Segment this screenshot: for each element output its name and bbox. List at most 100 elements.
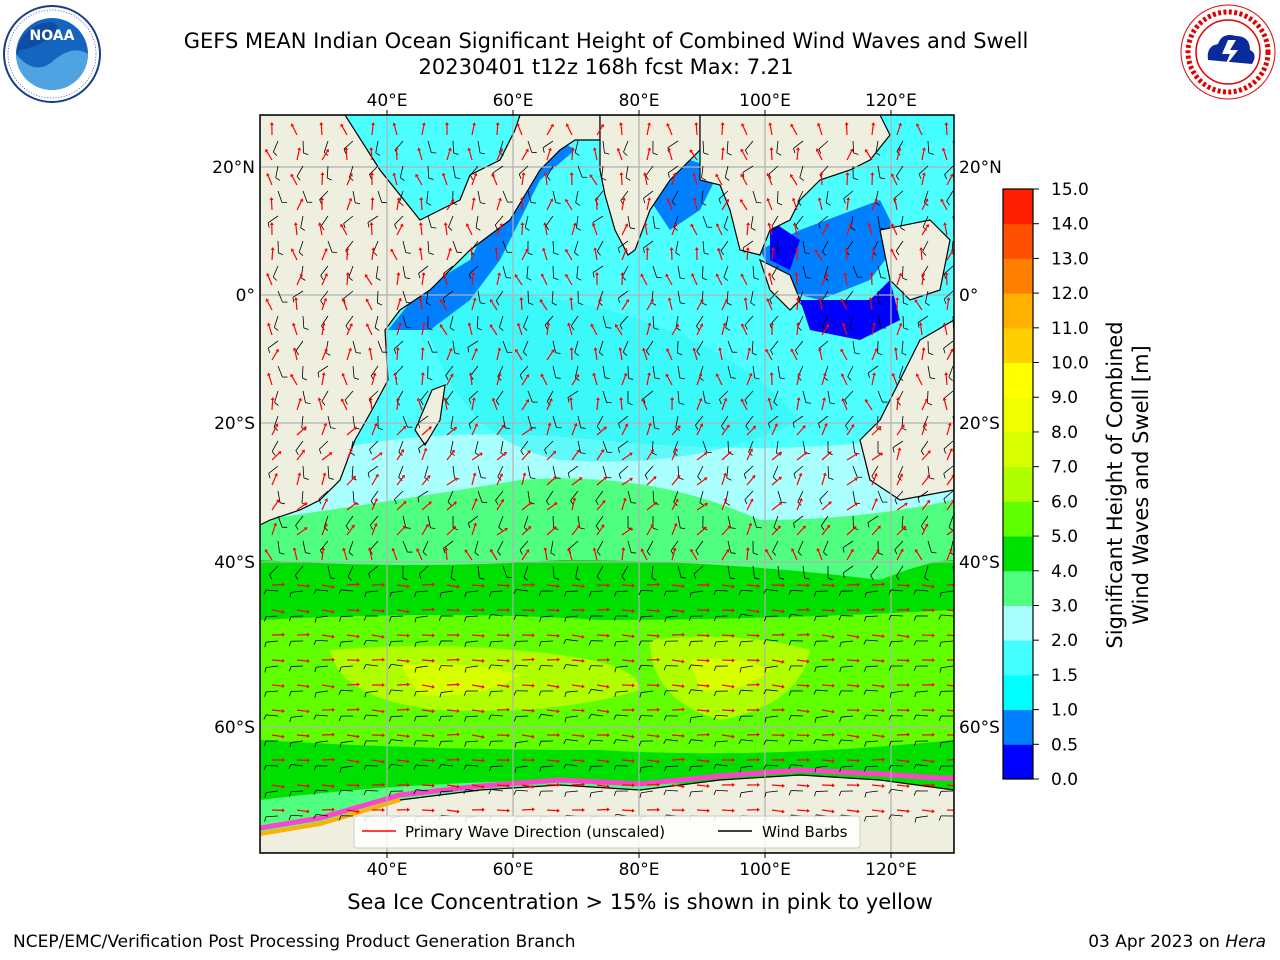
wave-arrow-head (864, 399, 869, 403)
wave-arrow-head (398, 322, 402, 327)
wave-direction-arrow (819, 350, 823, 361)
wave-arrow-head (656, 683, 660, 688)
wind-barb-flag (288, 616, 292, 622)
wave-direction-arrow (921, 175, 925, 186)
wave-arrow-head (789, 174, 794, 178)
wind-barb-flag (439, 592, 442, 598)
wave-direction-arrow (696, 709, 708, 712)
wave-arrow-head (299, 273, 303, 277)
wave-arrow-head (871, 247, 876, 251)
wind-barb-flag (805, 402, 812, 404)
wave-arrow-head (781, 733, 785, 738)
wind-barb-flag (288, 815, 292, 820)
wind-barb (369, 515, 379, 526)
wave-arrow-head (631, 683, 635, 688)
wind-barb (391, 689, 404, 692)
wind-barb-flag (651, 577, 657, 581)
wave-direction-arrow (767, 175, 773, 186)
wave-direction-arrow (471, 784, 482, 788)
wind-barb-flag (373, 251, 378, 256)
wind-barb-flag (713, 764, 717, 769)
wave-arrow-head (881, 684, 885, 689)
wave-direction-arrow (371, 199, 374, 211)
wind-barb-flag (679, 377, 685, 380)
wave-direction-arrow (896, 325, 902, 336)
wave-direction-arrow (946, 476, 954, 486)
wave-arrow-head (921, 147, 926, 151)
wind-barb-flag (651, 302, 657, 306)
wind-barb (266, 714, 279, 717)
wind-barb (474, 440, 479, 453)
wave-direction-arrow (721, 609, 733, 612)
wind-barb-flag (375, 277, 381, 281)
wind-barb (602, 315, 607, 328)
wind-barb (791, 613, 804, 617)
map-legend: Primary Wave Direction (unscaled) Wind B… (353, 815, 861, 849)
wind-barb (651, 565, 654, 578)
wave-arrow-head (728, 451, 732, 455)
wind-barb-flag (405, 252, 411, 254)
wind-barb-flag (863, 714, 867, 720)
wind-barb (266, 665, 279, 668)
wind-barb (627, 490, 632, 503)
wave-arrow-head (348, 347, 352, 352)
wind-barb-flag (574, 152, 580, 156)
wind-barb-flag (938, 815, 942, 821)
wind-barb-flag (895, 250, 900, 256)
wind-barb-flag (599, 352, 604, 356)
wave-arrow-head (692, 197, 697, 201)
wave-arrow-head (453, 501, 457, 506)
wave-direction-arrow (721, 809, 733, 812)
wave-direction-arrow (921, 759, 932, 763)
wave-direction-arrow (421, 809, 433, 812)
lat-tick-left: 60°S (214, 718, 255, 738)
wave-arrow-head (631, 759, 635, 763)
wind-barb-flag (327, 177, 332, 181)
wind-barb-flag (363, 640, 367, 646)
wave-arrow-head (290, 123, 295, 127)
wave-direction-arrow (371, 709, 382, 713)
wind-barb-flag (713, 616, 717, 622)
wind-barb-flag (313, 714, 317, 720)
wave-direction-arrow (718, 250, 723, 261)
wind-barb-flag (447, 501, 452, 506)
wave-direction-arrow (869, 300, 873, 311)
wind-barb-flag (879, 177, 886, 180)
wind-barb (877, 315, 882, 328)
wind-barb (841, 640, 854, 643)
wind-barb-flag (339, 767, 342, 773)
wind-barb (302, 190, 308, 203)
wave-arrow-head (581, 734, 585, 739)
wave-arrow-head (306, 584, 310, 589)
wind-barb (424, 465, 429, 478)
wind-barb-flag (652, 527, 658, 531)
wave-direction-arrow (892, 175, 898, 186)
wind-barb-flag (564, 791, 567, 798)
wind-barb (398, 440, 404, 453)
wave-arrow-head (944, 272, 949, 276)
wind-barb (301, 415, 304, 428)
wave-arrow-head (266, 273, 270, 277)
credit-line: NCEP/EMC/Verification Post Processing Pr… (13, 932, 576, 952)
wind-barb-flag (339, 641, 342, 647)
wind-barb (665, 789, 679, 792)
wave-arrow-head (828, 451, 832, 455)
wave-direction-arrow (721, 452, 730, 461)
wind-barb (365, 790, 379, 792)
wave-arrow-head (323, 522, 328, 527)
wind-barb (616, 665, 629, 668)
wave-arrow-head (481, 658, 485, 663)
wind-barb-flag (338, 815, 342, 821)
wave-arrow-head (792, 222, 797, 226)
colorbar-tick-label: 14.0 (1051, 215, 1089, 235)
colorbar-label-line2: Wind Waves and Swell [m] (1129, 345, 1153, 625)
wind-barb (265, 615, 279, 618)
wind-barb (491, 714, 504, 717)
wave-direction-arrow (815, 251, 823, 261)
wind-barb (866, 714, 879, 717)
wind-barb-flag (321, 401, 326, 406)
wave-arrow-head (269, 197, 274, 201)
wave-arrow-head (751, 475, 756, 479)
wind-barb-flag (744, 399, 748, 405)
wave-direction-arrow (621, 375, 626, 386)
